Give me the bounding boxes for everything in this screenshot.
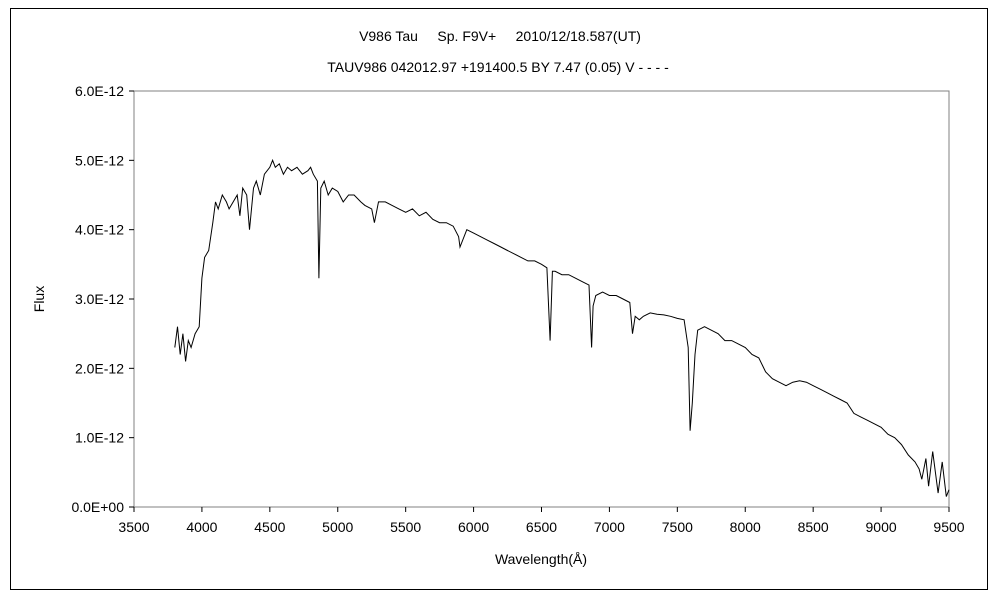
x-tick-label: 7000	[594, 519, 625, 535]
x-tick-label: 6500	[526, 519, 557, 535]
x-tick-label: 7500	[662, 519, 693, 535]
y-tick-label: 3.0E-12	[75, 291, 124, 307]
chart-title: V986 Tau Sp. F9V+ 2010/12/18.587(UT)	[359, 28, 641, 44]
x-axis-label: Wavelength(Å)	[495, 551, 587, 567]
y-tick-label: 5.0E-12	[75, 152, 124, 168]
x-tick-label: 4500	[254, 519, 285, 535]
flux-spectrum-line	[174, 158, 950, 497]
plot-area	[133, 90, 950, 508]
x-tick-label: 9500	[933, 519, 964, 535]
y-tick-label: 6.0E-12	[75, 83, 124, 99]
x-tick-label: 8500	[798, 519, 829, 535]
x-tick-label: 4000	[186, 519, 217, 535]
y-tick-label: 2.0E-12	[75, 360, 124, 376]
y-tick-label: 4.0E-12	[75, 222, 124, 238]
x-tick-label: 8000	[730, 519, 761, 535]
x-tick-label: 3500	[118, 519, 149, 535]
y-tick-label: 1.0E-12	[75, 430, 124, 446]
x-tick-label: 5000	[322, 519, 353, 535]
y-axis-label: Flux	[31, 286, 47, 312]
x-tick-label: 6000	[458, 519, 489, 535]
x-tick-label: 5500	[390, 519, 421, 535]
chart-frame	[10, 8, 988, 590]
y-tick-label: 0.0E+00	[71, 499, 124, 515]
chart-subtitle: TAUV986 042012.97 +191400.5 BY 7.47 (0.0…	[327, 59, 669, 75]
x-tick-label: 9000	[866, 519, 897, 535]
